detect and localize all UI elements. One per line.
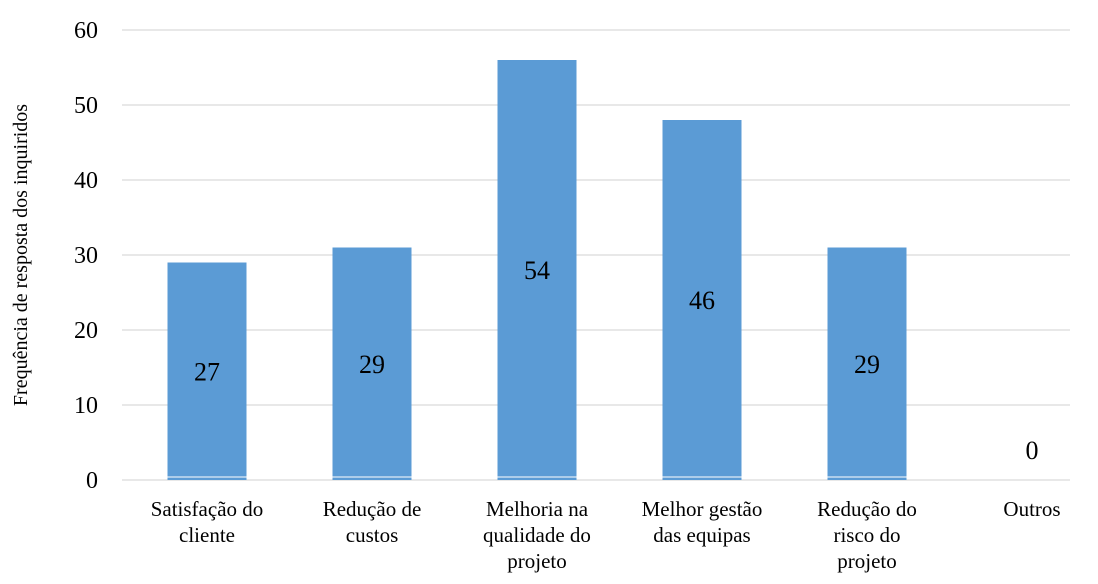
y-tick-label: 60 (74, 18, 98, 44)
x-category-label: Melhor gestão das equipas (642, 497, 763, 547)
x-axis-categories: Satisfação do cliente Redução de custos Melh… (151, 497, 1061, 573)
data-label: 0 (1026, 436, 1039, 465)
data-label: 29 (854, 350, 880, 379)
y-tick-label: 40 (74, 168, 98, 194)
y-tick-label: 10 (74, 393, 98, 419)
gridlines (122, 29, 1070, 481)
x-category-label-line: custos (346, 523, 399, 547)
bar (497, 60, 577, 480)
data-label: 27 (194, 357, 220, 386)
data-label: 29 (359, 350, 385, 379)
x-category-label: Outros (1003, 497, 1060, 521)
x-category-label-line: risco do (833, 523, 900, 547)
data-label: 46 (689, 286, 715, 315)
x-category-label-line: Satisfação do (151, 497, 264, 521)
x-category-label-line: cliente (179, 523, 235, 547)
y-tick-label: 20 (74, 318, 98, 344)
x-category-label-line: Redução de (323, 497, 422, 521)
x-category-label: Redução do risco do projeto (817, 497, 917, 573)
x-category-label-line: projeto (507, 549, 566, 573)
x-category-label-line: qualidade do (483, 523, 591, 547)
x-category-label: Satisfação do cliente (151, 497, 264, 547)
x-category-label-line: projeto (837, 549, 896, 573)
bar (827, 247, 907, 480)
x-category-label-line: Melhor gestão (642, 497, 763, 521)
bar (167, 262, 247, 480)
y-tick-label: 0 (86, 468, 98, 494)
y-tick-label: 30 (74, 243, 98, 269)
x-category-label-line: Melhoria na (486, 497, 589, 521)
x-category-label: Redução de custos (323, 497, 422, 547)
x-category-label: Melhoria na qualidade do projeto (483, 497, 591, 573)
data-labels: 27 29 54 46 29 0 (194, 256, 1039, 465)
x-category-label-line: das equipas (653, 523, 750, 547)
data-label: 54 (524, 256, 550, 285)
bar (662, 120, 742, 480)
y-axis-label: Frequência de resposta dos inquiridos (10, 104, 32, 406)
x-category-label-line: Outros (1003, 497, 1060, 521)
bars (167, 60, 907, 480)
y-tick-label: 50 (74, 93, 98, 119)
y-axis-ticks: 0 10 20 30 40 50 60 (74, 18, 98, 494)
x-category-label-line: Redução do (817, 497, 917, 521)
bar (332, 247, 412, 480)
